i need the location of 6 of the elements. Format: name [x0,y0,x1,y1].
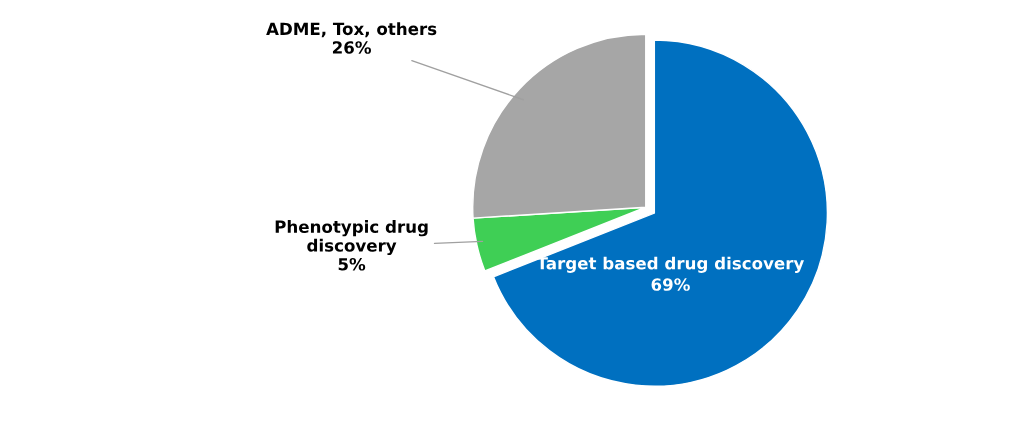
slice-label: Phenotypic drug discovery [275,220,428,256]
slice-label: ADME, Tox, others [266,22,437,38]
slice-label: Target based drug discovery [536,256,805,273]
data-label: 26% [332,41,371,54]
data-label: 5% [338,257,366,271]
data-label: 69% [651,278,690,291]
